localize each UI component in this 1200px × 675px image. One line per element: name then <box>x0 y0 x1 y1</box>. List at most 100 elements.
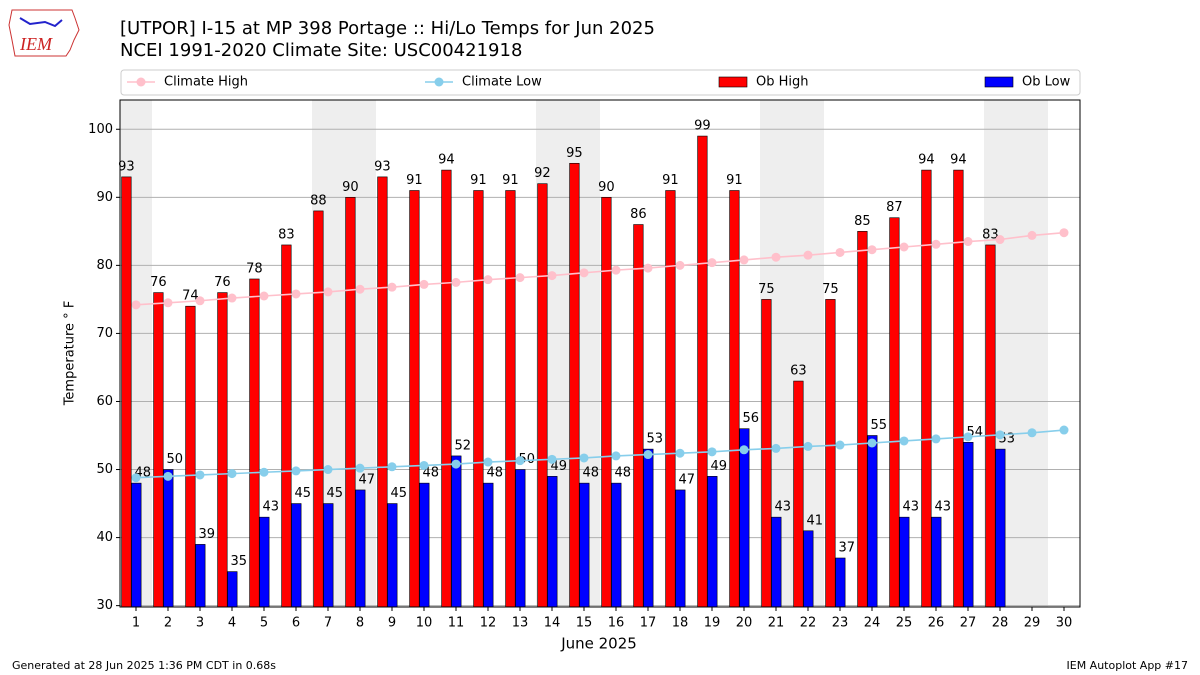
data-label: 88 <box>310 193 327 208</box>
data-label: 76 <box>214 275 231 290</box>
data-label: 39 <box>198 527 215 542</box>
marker <box>419 279 429 289</box>
marker <box>931 434 941 444</box>
bar <box>185 305 196 608</box>
data-label: 75 <box>822 282 839 297</box>
x-tick-label: 25 <box>896 616 913 631</box>
data-label: 94 <box>438 153 455 168</box>
bar <box>387 503 398 608</box>
x-tick-label: 11 <box>448 616 465 631</box>
marker <box>579 453 589 463</box>
chart-title: [UTPOR] I-15 at MP 398 Portage :: Hi/Lo … <box>120 18 655 39</box>
marker <box>483 275 493 285</box>
data-label: 43 <box>774 500 791 515</box>
marker <box>771 252 781 262</box>
bar <box>547 476 558 608</box>
data-label: 91 <box>662 173 679 188</box>
data-label: 90 <box>342 180 359 195</box>
data-label: 43 <box>902 500 919 515</box>
marker <box>323 287 333 297</box>
bar <box>537 183 548 608</box>
marker <box>675 448 685 458</box>
data-label: 56 <box>742 411 759 426</box>
data-label: 41 <box>806 513 823 528</box>
marker <box>323 465 333 475</box>
data-label: 91 <box>406 173 423 188</box>
data-label: 48 <box>582 466 599 481</box>
data-label: 91 <box>470 173 487 188</box>
data-label: 45 <box>390 486 407 501</box>
x-tick-label: 2 <box>164 616 172 631</box>
data-label: 86 <box>630 207 647 222</box>
marker <box>611 451 621 461</box>
data-label: 43 <box>934 500 951 515</box>
data-label: 85 <box>854 214 871 229</box>
marker <box>643 450 653 460</box>
bar <box>963 442 974 608</box>
bar <box>793 380 804 608</box>
legend-label: Climate High <box>164 75 248 90</box>
legend: Climate High Climate Low Ob High Ob Low <box>127 75 1071 90</box>
bar <box>195 544 206 608</box>
data-label: 63 <box>790 364 807 379</box>
x-tick-label: 5 <box>260 616 268 631</box>
bar <box>899 516 910 608</box>
x-tick-label: 10 <box>416 616 433 631</box>
data-label: 48 <box>422 466 439 481</box>
marker <box>163 471 173 481</box>
bar <box>611 482 622 608</box>
legend-label: Ob Low <box>1022 75 1071 90</box>
x-axis-label: June 2025 <box>560 635 637 653</box>
bar <box>409 190 420 608</box>
y-tick-label: 60 <box>96 394 113 409</box>
marker <box>419 460 429 470</box>
marker <box>387 462 397 472</box>
bar <box>921 169 932 608</box>
data-label: 83 <box>278 227 295 242</box>
marker <box>451 277 461 287</box>
bar <box>835 557 846 608</box>
data-label: 91 <box>502 173 519 188</box>
x-tick-label: 28 <box>992 616 1009 631</box>
marker <box>355 463 365 473</box>
marker <box>131 300 141 310</box>
marker <box>227 293 237 303</box>
x-tick-label: 21 <box>768 616 785 631</box>
data-label: 83 <box>982 227 999 242</box>
bar <box>761 299 772 608</box>
bar <box>451 455 462 608</box>
marker <box>803 250 813 260</box>
marker <box>227 469 237 479</box>
marker <box>867 245 877 255</box>
marker <box>483 457 493 467</box>
bar <box>707 476 718 608</box>
data-label: 76 <box>150 275 167 290</box>
bar <box>643 448 654 608</box>
marker <box>931 239 941 249</box>
bar <box>153 292 164 608</box>
plot-area: 93 76 74 76 78 83 88 90 93 91 94 91 91 92 95 90 86 91 99 91… <box>118 119 1080 608</box>
bar <box>579 482 590 608</box>
data-label: 95 <box>566 146 583 161</box>
data-label: 47 <box>358 472 375 487</box>
bar <box>259 516 270 608</box>
bar <box>867 435 878 608</box>
plot-frame <box>119 99 1081 608</box>
bar <box>323 503 334 608</box>
marker <box>547 454 557 464</box>
marker <box>995 430 1005 440</box>
data-label: 45 <box>294 486 311 501</box>
bar <box>825 299 836 608</box>
marker <box>291 466 301 476</box>
bar <box>345 197 356 608</box>
x-tick-label: 27 <box>960 616 977 631</box>
data-label: 75 <box>758 282 775 297</box>
legend-marker <box>434 77 444 87</box>
marker <box>515 273 525 283</box>
data-label: 37 <box>838 541 855 556</box>
bar <box>355 489 366 608</box>
marker <box>835 247 845 257</box>
marker <box>259 291 269 301</box>
legend-box <box>120 69 1081 96</box>
data-label: 91 <box>726 173 743 188</box>
